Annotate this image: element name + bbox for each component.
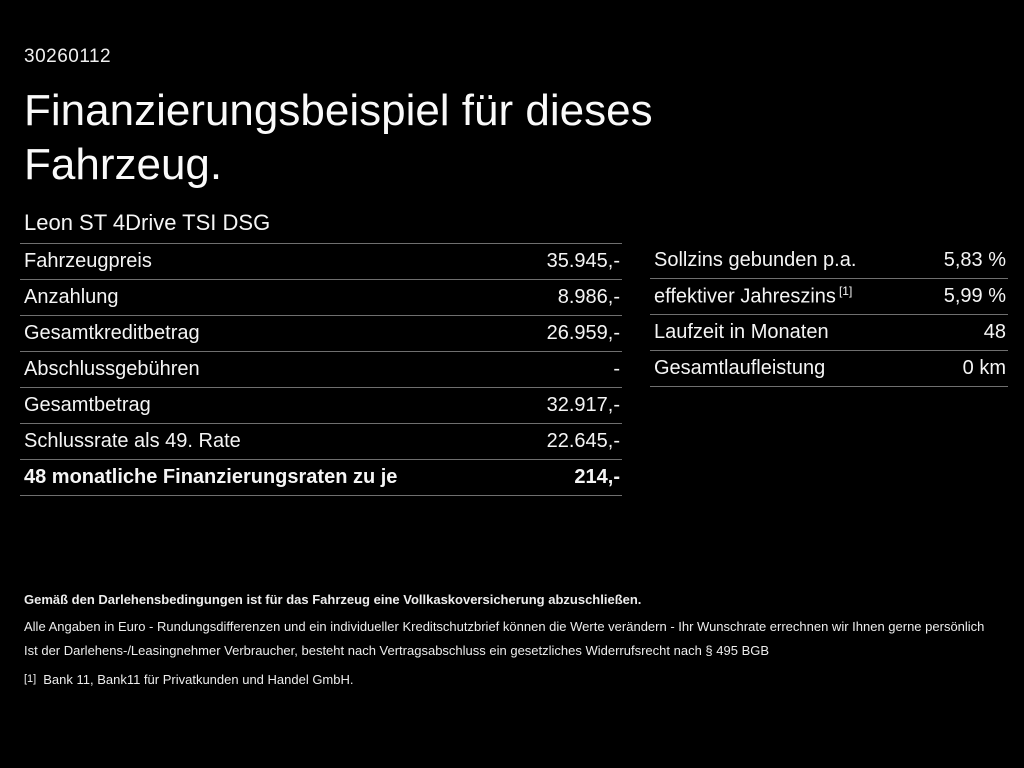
footnote-marker: [1] bbox=[24, 673, 37, 685]
row-label: Anzahlung bbox=[24, 286, 119, 308]
row-value: - bbox=[613, 358, 620, 380]
disclaimer-line: Ist der Darlehens-/Leasingnehmer Verbrau… bbox=[24, 643, 770, 658]
table-row: Anzahlung 8.986,- bbox=[20, 280, 622, 316]
financing-amounts-table: Fahrzeugpreis 35.945,- Anzahlung 8.986,-… bbox=[20, 243, 622, 496]
table-row: effektiver Jahreszins [1] 5,99 % bbox=[650, 279, 1008, 315]
document-number: 30260112 bbox=[24, 46, 112, 67]
financing-terms-table: Sollzins gebunden p.a. 5,83 % effektiver… bbox=[650, 243, 1008, 387]
table-row: Schlussrate als 49. Rate 22.645,- bbox=[20, 424, 622, 460]
row-value: 22.645,- bbox=[546, 430, 620, 452]
row-value: 26.959,- bbox=[546, 322, 620, 344]
row-label: Gesamtbetrag bbox=[24, 394, 151, 416]
row-label: Schlussrate als 49. Rate bbox=[24, 430, 241, 452]
table-row: Abschlussgebühren - bbox=[20, 352, 622, 388]
page-title: Finanzierungsbeispiel für dieses Fahrzeu… bbox=[24, 86, 653, 189]
footnote-text: Bank 11, Bank11 für Privatkunden und Han… bbox=[43, 672, 354, 687]
table-row: Laufzeit in Monaten 48 bbox=[650, 315, 1008, 351]
row-label: Gesamtkreditbetrag bbox=[24, 322, 200, 344]
row-label: Fahrzeugpreis bbox=[24, 250, 152, 272]
row-label: Sollzins gebunden p.a. bbox=[654, 249, 857, 271]
footnote-reference: [1] bbox=[838, 284, 853, 299]
table-row: Gesamtkreditbetrag 26.959,- bbox=[20, 316, 622, 352]
table-row: Fahrzeugpreis 35.945,- bbox=[20, 244, 622, 280]
table-row: Sollzins gebunden p.a. 5,83 % bbox=[650, 243, 1008, 279]
row-label: Gesamtlaufleistung bbox=[654, 357, 826, 379]
row-value: 8.986,- bbox=[557, 286, 620, 308]
insurance-note: Gemäß den Darlehensbedingungen ist für d… bbox=[24, 592, 642, 607]
row-value: 48 bbox=[983, 321, 1006, 343]
row-value: 35.945,- bbox=[546, 250, 620, 272]
table-row: Gesamtlaufleistung 0 km bbox=[650, 351, 1008, 387]
row-label: 48 monatliche Finanzierungsraten zu je bbox=[24, 466, 398, 488]
row-value: 5,99 % bbox=[943, 285, 1006, 307]
row-value: 214,- bbox=[574, 466, 620, 488]
row-label: Laufzeit in Monaten bbox=[654, 321, 829, 343]
table-row-monthly-rate: 48 monatliche Finanzierungsraten zu je 2… bbox=[20, 460, 622, 496]
row-value: 32.917,- bbox=[546, 394, 620, 416]
row-label: effektiver Jahreszins [1] bbox=[654, 284, 853, 308]
row-value: 0 km bbox=[962, 357, 1006, 379]
legal-footer: Gemäß den Darlehensbedingungen ist für d… bbox=[24, 592, 1004, 688]
footnote-definition: [1] Bank 11, Bank11 für Privatkunden und … bbox=[24, 671, 1004, 688]
row-value: 5,83 % bbox=[943, 249, 1006, 271]
vehicle-model: Leon ST 4Drive TSI DSG bbox=[24, 210, 271, 235]
table-row: Gesamtbetrag 32.917,- bbox=[20, 388, 622, 424]
row-label: Abschlussgebühren bbox=[24, 358, 200, 380]
disclaimer-line: Alle Angaben in Euro - Rundungsdifferenz… bbox=[24, 619, 985, 634]
